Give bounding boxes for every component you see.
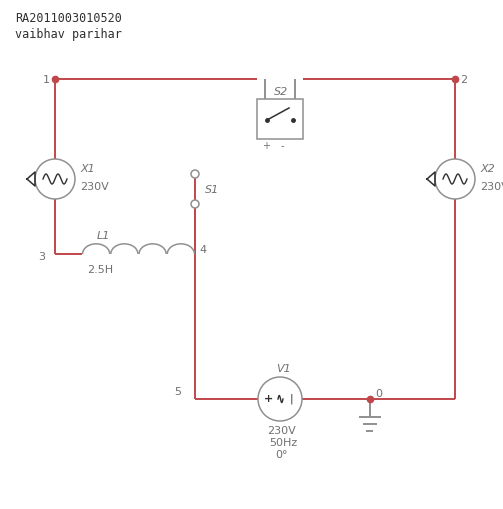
Text: 5: 5: [174, 386, 181, 396]
Text: |: |: [289, 393, 293, 404]
Text: RA2011003010520: RA2011003010520: [15, 12, 122, 25]
Text: X1: X1: [80, 164, 95, 174]
Text: 230V: 230V: [267, 425, 296, 435]
Circle shape: [191, 201, 199, 209]
Text: S1: S1: [205, 185, 219, 194]
Text: vaibhav parihar: vaibhav parihar: [15, 28, 122, 41]
Text: 3: 3: [38, 251, 45, 262]
Text: V1: V1: [276, 363, 291, 373]
Text: 4: 4: [199, 244, 206, 254]
Text: +: +: [265, 393, 274, 403]
Text: -: -: [280, 140, 284, 151]
Text: X2: X2: [480, 164, 495, 174]
Text: 230V: 230V: [80, 182, 109, 191]
Text: 0°: 0°: [275, 449, 288, 459]
Circle shape: [258, 377, 302, 421]
Text: L1: L1: [97, 231, 110, 241]
Text: +: +: [262, 140, 270, 151]
Text: 0: 0: [375, 388, 382, 398]
Circle shape: [191, 171, 199, 179]
Text: 2.5H: 2.5H: [87, 265, 113, 274]
Bar: [257, 100, 303, 140]
Text: 50Hz: 50Hz: [269, 437, 297, 447]
Text: 230V: 230V: [480, 182, 503, 191]
Text: 1: 1: [43, 75, 50, 85]
Text: S2: S2: [274, 87, 288, 97]
Text: 2: 2: [460, 75, 467, 85]
